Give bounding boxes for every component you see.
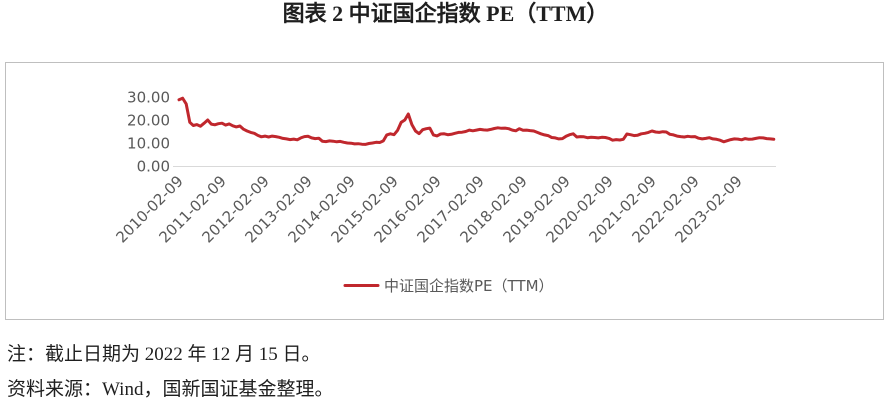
chart-frame <box>5 62 884 320</box>
footnote-source: 资料来源：Wind，国新国证基金整理。 <box>7 379 334 400</box>
y-tick-label: 10.00 <box>127 135 170 153</box>
y-tick-label: 20.00 <box>127 112 170 130</box>
series-line <box>177 96 776 146</box>
y-tick-label: 0.00 <box>137 158 170 176</box>
legend: 中证国企指数PE（TTM） <box>343 277 554 295</box>
y-tick-label: 30.00 <box>127 89 170 107</box>
chart-title: 图表 2 中证国企指数 PE（TTM） <box>282 1 609 26</box>
y-axis: 30.00 20.00 10.00 0.00 <box>127 89 170 176</box>
legend-label: 中证国企指数PE（TTM） <box>384 277 554 295</box>
footnote-cutoff: 注：截止日期为 2022 年 12 月 15 日。 <box>7 344 321 365</box>
